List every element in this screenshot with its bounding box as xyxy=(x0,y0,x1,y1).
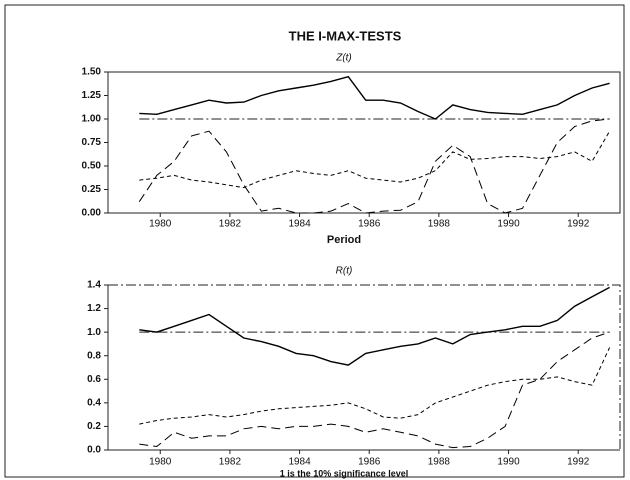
x-tick-label: 1990 xyxy=(497,219,520,230)
footnote: 1 is the 10% significance level xyxy=(280,468,409,478)
x-tick-label: 1988 xyxy=(428,219,451,230)
frame xyxy=(4,4,625,478)
x-tick-label: 1992 xyxy=(567,219,590,230)
chart-title: Z(t) xyxy=(335,53,352,64)
plot-box xyxy=(107,284,621,451)
series-line xyxy=(139,75,610,120)
x-tick-label: 1990 xyxy=(497,457,520,468)
series-line xyxy=(138,118,610,214)
y-tick-label: 1.4 xyxy=(87,280,101,291)
x-tick-label: 1986 xyxy=(358,457,381,468)
x-tick-label: 1980 xyxy=(149,457,172,468)
y-tick-label: 0.00 xyxy=(82,208,102,219)
y-tick-label: 1.00 xyxy=(82,114,102,125)
series-line xyxy=(139,331,610,449)
x-tick-label: 1980 xyxy=(149,219,172,230)
x-tick-label: 1992 xyxy=(567,457,590,468)
y-tick-label: 1.2 xyxy=(87,303,101,314)
y-tick-label: 0.2 xyxy=(87,421,101,432)
series-line xyxy=(139,286,610,366)
y-tick-label: 1.50 xyxy=(82,67,102,78)
y-tick-label: 0.25 xyxy=(82,184,102,195)
y-tick-label: 0.8 xyxy=(87,350,101,361)
figure-title: THE I-MAX-TESTS xyxy=(289,28,402,43)
series-line xyxy=(139,347,611,425)
y-tick-label: 0.0 xyxy=(87,445,101,456)
x-axis-label: Period xyxy=(327,234,361,246)
x-tick-label: 1988 xyxy=(428,457,451,468)
y-tick-label: 1.25 xyxy=(82,90,102,101)
chart-title: R(t) xyxy=(336,266,353,277)
x-tick-label: 1982 xyxy=(219,457,242,468)
x-tick-label: 1984 xyxy=(288,219,311,230)
x-tick-label: 1984 xyxy=(288,457,311,468)
y-tick-label: 1.0 xyxy=(87,327,101,338)
y-tick-label: 0.6 xyxy=(87,374,101,385)
x-tick-label: 1986 xyxy=(358,219,381,230)
y-tick-label: 0.50 xyxy=(82,161,102,172)
x-tick-label: 1982 xyxy=(219,219,242,230)
plot-box xyxy=(107,71,621,214)
y-tick-label: 0.4 xyxy=(87,397,101,408)
y-tick-label: 0.75 xyxy=(82,137,102,148)
series-line xyxy=(139,130,611,189)
